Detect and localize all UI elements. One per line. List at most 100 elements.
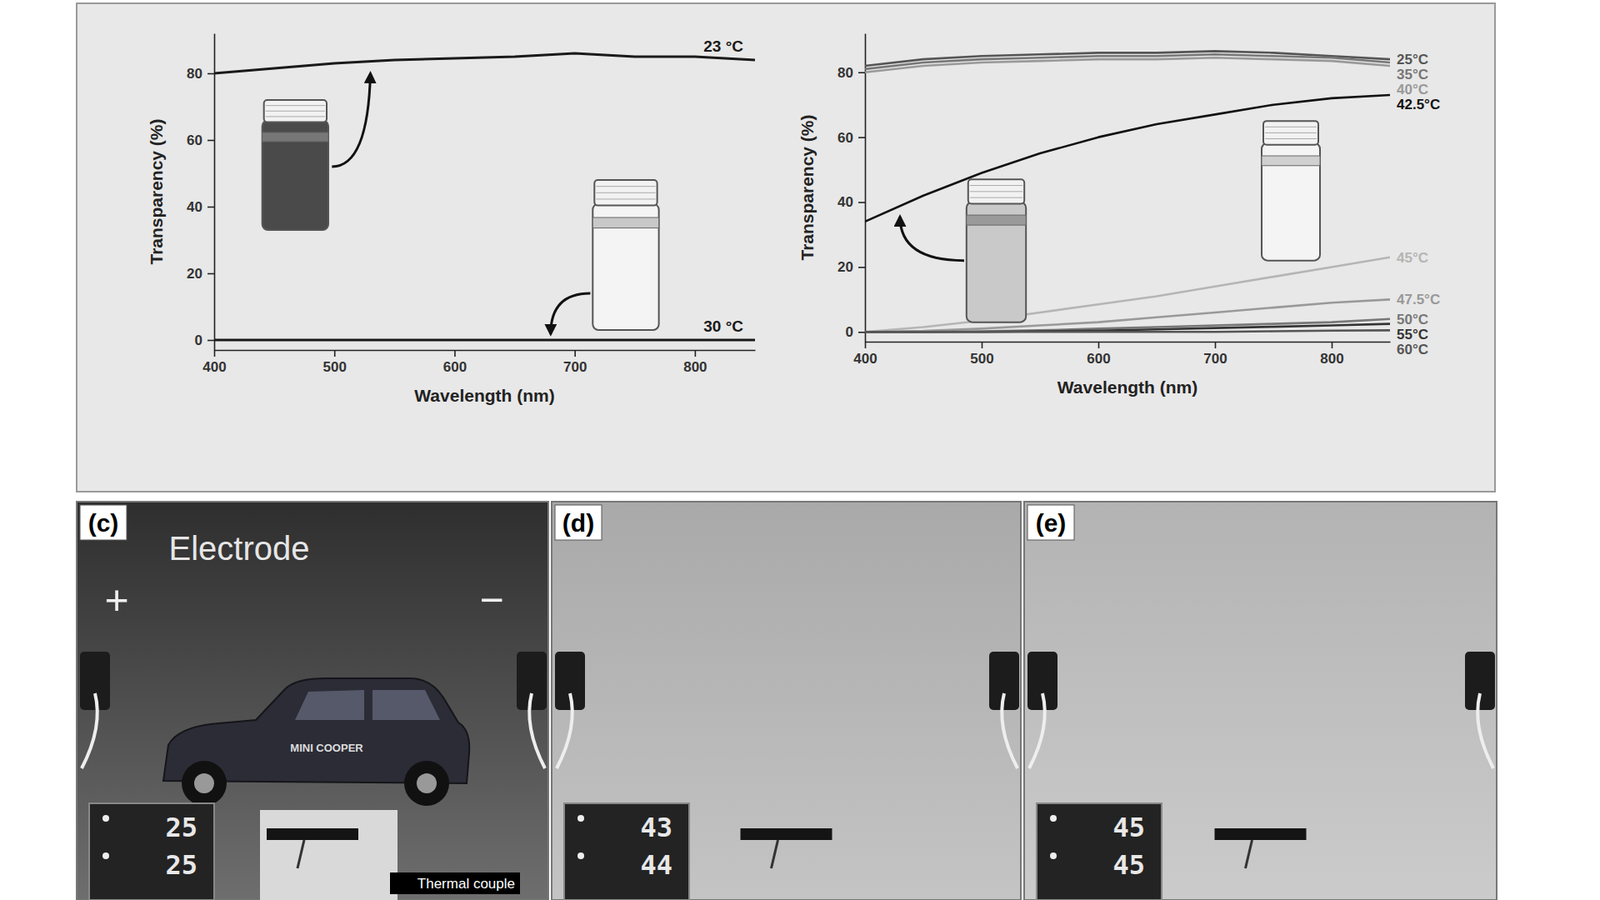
thermocouple-wire — [771, 840, 779, 869]
y-axis-tick-label: 0 — [845, 324, 854, 340]
photo-panel: MINI COOPERElectrode+−Thermal couple2525… — [76, 501, 549, 900]
car: MINI COOPER — [163, 678, 470, 806]
vial-cap-ridge — [265, 105, 325, 106]
x-axis-tick-mark — [334, 350, 336, 357]
series-label: 47.5°C — [1396, 291, 1440, 308]
y-axis-tick-mark — [858, 136, 865, 139]
y-axis-tick-label: 0 — [195, 332, 203, 349]
series-line — [865, 324, 1390, 333]
arrow — [550, 293, 591, 335]
readout-dot — [102, 852, 110, 860]
panel-label-box — [1027, 505, 1075, 540]
annotation: − — [479, 576, 504, 624]
vial-cap-ridge — [595, 185, 655, 187]
series-line — [214, 339, 755, 342]
y-axis-tick: 40 — [186, 199, 215, 215]
y-axis-line — [214, 34, 216, 351]
electrode-wire — [556, 693, 573, 769]
x-axis-line — [865, 341, 1391, 344]
readout-value: 25 — [165, 811, 198, 844]
photo-panel: 4344(d) — [551, 501, 1021, 900]
y-axis-tick-mark — [858, 201, 865, 204]
panel-label-box — [80, 505, 127, 540]
series-label: 60°C — [1396, 341, 1429, 358]
x-axis-tick-mark — [454, 350, 456, 357]
annotation-box — [390, 872, 520, 895]
x-axis-tick: 400 — [853, 341, 877, 367]
series-line — [865, 330, 1390, 332]
electrode-wire — [1477, 693, 1494, 769]
x-axis-tick: 800 — [1320, 341, 1344, 367]
vial-cap — [594, 180, 657, 206]
thermocouple — [1215, 828, 1307, 840]
x-axis-tick-mark — [865, 341, 867, 349]
x-axis-tick-mark — [1331, 341, 1334, 349]
y-axis-tick: 60 — [837, 130, 865, 146]
car-window — [295, 690, 440, 720]
series-line — [865, 57, 1390, 73]
y-axis-tick: 80 — [186, 65, 215, 82]
series-line — [865, 299, 1390, 332]
vial-cap-ridge — [595, 198, 655, 200]
readout-value: 45 — [1112, 811, 1145, 844]
readout-display — [89, 803, 215, 900]
y-axis: 020406080 — [186, 34, 215, 351]
x-axis-tick-label: 500 — [970, 350, 994, 367]
vial-cap-ridge — [265, 115, 325, 117]
x-axis-tick-label: 800 — [683, 359, 707, 375]
x-axis-tick: 500 — [323, 350, 347, 375]
panel-label: (c) — [88, 509, 120, 537]
series-label: 35°C — [1396, 66, 1429, 83]
electrode-wire — [529, 693, 545, 769]
vial-band — [262, 132, 329, 142]
annotation: Thermal couple — [417, 875, 515, 892]
panel-background — [76, 3, 1495, 492]
vial-body — [262, 120, 329, 230]
x-axis: 400500600700800 — [853, 341, 1390, 367]
vial-body — [592, 204, 659, 330]
car-hub — [194, 773, 215, 794]
x-axis-tick-label: 400 — [853, 350, 877, 367]
readout-display — [564, 803, 690, 900]
x-axis-tick-mark — [214, 350, 216, 357]
readout-value: 43 — [640, 811, 673, 844]
y-axis-title: Transparency (%) — [797, 114, 817, 260]
vial-cap-ridge — [1265, 138, 1317, 140]
x-axis-tick-mark — [1098, 341, 1100, 349]
x-axis: 400500600700800 — [202, 350, 755, 375]
readout-value: 45 — [1112, 849, 1145, 881]
vial-cap-ridge — [970, 185, 1023, 186]
electrode-wire — [1029, 693, 1045, 769]
series-line — [865, 319, 1390, 333]
car-wheel — [404, 760, 450, 806]
annotation: Electrode — [169, 530, 310, 567]
vial-cap — [968, 179, 1025, 204]
chart: 400500600700800020406080Wavelength (nm)T… — [146, 34, 756, 406]
vial — [1261, 120, 1320, 260]
plot-lines — [865, 50, 1390, 332]
x-axis-tick-label: 600 — [1086, 350, 1110, 367]
vial-body — [966, 201, 1026, 322]
car-hub — [416, 773, 437, 794]
readout-value: 44 — [640, 849, 673, 881]
vial-cap — [264, 100, 327, 123]
x-axis-tick-label: 700 — [563, 359, 587, 375]
series-line — [214, 53, 755, 74]
readout-dot — [102, 815, 110, 822]
series-label: 25°C — [1396, 51, 1429, 68]
photo-background — [551, 501, 1021, 900]
vial — [592, 180, 659, 330]
thermocouple — [740, 828, 833, 840]
vial-band — [966, 215, 1026, 225]
y-axis-tick: 40 — [837, 194, 865, 210]
readout-dot — [1050, 815, 1057, 822]
series-label: 42.5°C — [1396, 96, 1440, 113]
y-axis-tick: 0 — [845, 324, 865, 340]
y-axis-tick: 60 — [186, 132, 215, 149]
y-axis-tick-mark — [207, 73, 215, 75]
y-axis-tick: 20 — [837, 259, 865, 275]
electrode-wire — [81, 693, 98, 769]
vial-cap-ridge — [1265, 132, 1317, 134]
y-axis-title: Transparency (%) — [146, 118, 166, 265]
x-axis-tick-label: 600 — [443, 359, 467, 375]
